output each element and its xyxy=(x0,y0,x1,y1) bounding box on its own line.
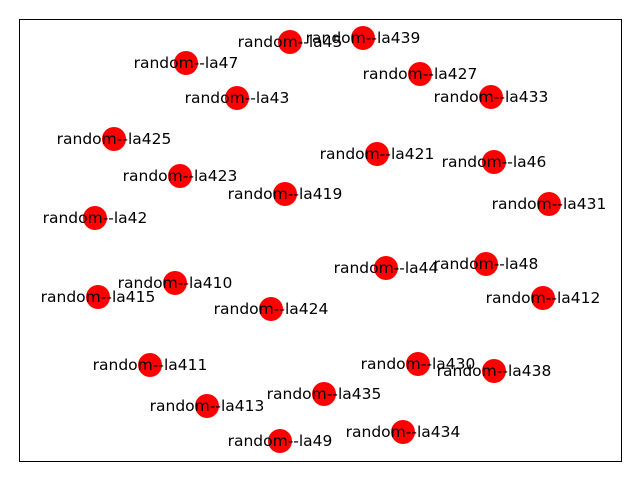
graph-node-random-la46 xyxy=(482,150,506,174)
graph-node-label-random-la411: random--la411 xyxy=(93,356,208,374)
graph-node-label-random-la47: random--la47 xyxy=(134,54,239,72)
graph-node-random-la45 xyxy=(278,30,302,54)
graph-node-random-la424 xyxy=(259,297,283,321)
graph-node-random-la43 xyxy=(225,86,249,110)
graph-node-label-random-la425: random--la425 xyxy=(57,130,172,148)
graph-node-random-la47 xyxy=(174,51,198,75)
nodes-layer xyxy=(83,26,561,453)
graph-node-random-la419 xyxy=(273,182,297,206)
graph-node-random-la427 xyxy=(408,62,432,86)
graph-node-random-la410 xyxy=(163,271,187,295)
graph-node-random-la430 xyxy=(406,352,430,376)
graph-node-label-random-la424: random--la424 xyxy=(214,300,329,318)
graph-node-label-random-la49: random--la49 xyxy=(228,432,333,450)
graph-node-label-random-la43: random--la43 xyxy=(185,89,290,107)
graph-node-random-la435 xyxy=(312,382,336,406)
graph-node-label-random-la433: random--la433 xyxy=(434,88,549,106)
graph-node-label-random-la46: random--la46 xyxy=(442,153,547,171)
graph-node-label-random-la427: random--la427 xyxy=(363,65,478,83)
graph-node-label-random-la423: random--la423 xyxy=(123,167,238,185)
graph-node-random-la413 xyxy=(195,394,219,418)
graph-node-label-random-la434: random--la434 xyxy=(346,423,461,441)
graph-node-random-la42 xyxy=(83,206,107,230)
graph-node-random-la423 xyxy=(168,164,192,188)
graph-node-random-la49 xyxy=(268,429,292,453)
graph-node-label-random-la415: random--la415 xyxy=(41,288,156,306)
graph-node-label-random-la45: random--la45 xyxy=(238,33,343,51)
graph-node-label-random-la48: random--la48 xyxy=(434,255,539,273)
graph-node-random-la412 xyxy=(531,286,555,310)
graph-node-label-random-la412: random--la412 xyxy=(486,289,601,307)
graph-node-random-la411 xyxy=(138,353,162,377)
graph-node-random-la439 xyxy=(351,26,375,50)
graph-node-label-random-la413: random--la413 xyxy=(150,397,265,415)
graph-node-label-random-la419: random--la419 xyxy=(228,185,343,203)
graph-node-random-la433 xyxy=(479,85,503,109)
graph-node-random-la438 xyxy=(482,359,506,383)
graph-node-random-la48 xyxy=(474,252,498,276)
graph-node-label-random-la439: random--la439 xyxy=(306,29,421,47)
graph-node-random-la421 xyxy=(365,142,389,166)
graph-node-random-la415 xyxy=(86,285,110,309)
graph-node-label-random-la410: random--la410 xyxy=(118,274,233,292)
graph-node-random-la431 xyxy=(537,192,561,216)
graph-node-label-random-la430: random--la430 xyxy=(361,355,476,373)
graph-node-random-la44 xyxy=(374,256,398,280)
graph-node-label-random-la431: random--la431 xyxy=(492,195,607,213)
graph-node-label-random-la44: random--la44 xyxy=(334,259,439,277)
graph-node-random-la425 xyxy=(102,127,126,151)
graph-node-label-random-la435: random--la435 xyxy=(267,385,382,403)
graph-node-random-la434 xyxy=(391,420,415,444)
graph-node-label-random-la438: random--la438 xyxy=(437,362,552,380)
plot-frame xyxy=(19,19,622,462)
graph-node-label-random-la421: random--la421 xyxy=(320,145,435,163)
graph-node-label-random-la42: random--la42 xyxy=(43,209,148,227)
